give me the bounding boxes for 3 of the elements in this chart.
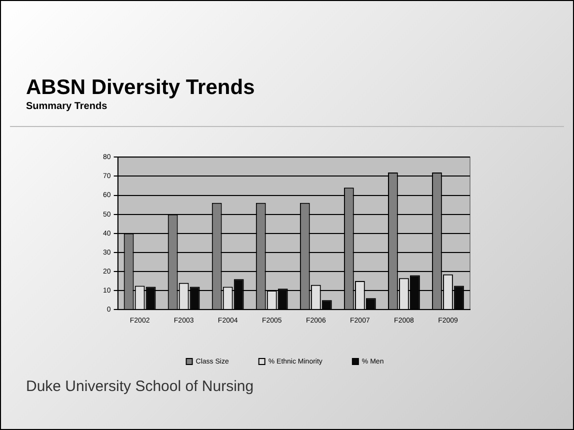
chart-title: ABSN Diversity Trends (26, 76, 255, 100)
chart-subtitle: Summary Trends (26, 101, 108, 112)
text: Duke University School of Nursing (26, 378, 254, 395)
